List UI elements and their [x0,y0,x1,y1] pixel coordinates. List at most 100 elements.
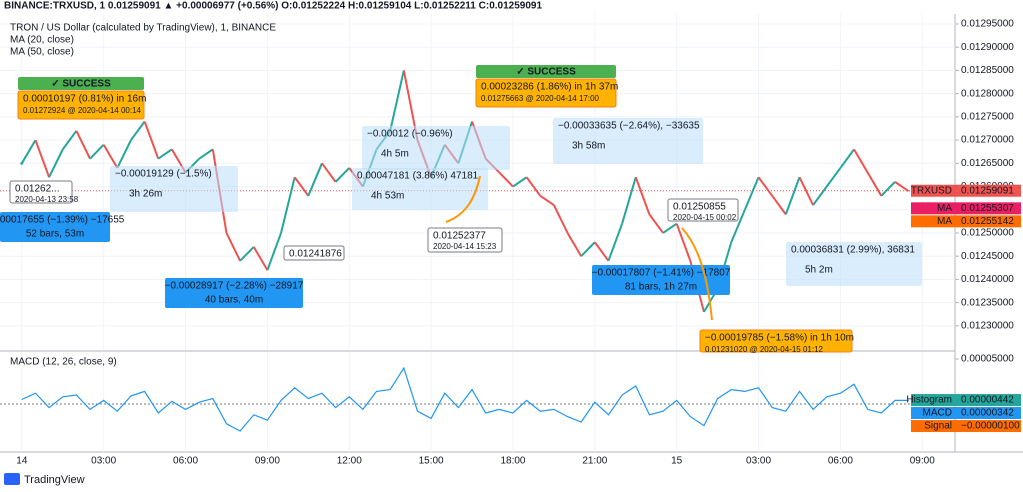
price-segment [34,139,51,178]
measure-light-text: 4h 53m [371,191,404,202]
measure-light-text: −0.00033635 (−2.64%), −33635 [558,121,700,132]
arrow-path [681,227,713,321]
measure-light-box [352,168,488,210]
price-segment [252,246,269,271]
logo-icon [4,473,20,485]
measure-blue-text: 52 bars, 53m [26,229,84,240]
price-segment [675,223,692,262]
x-tick-label: 06:00 [828,456,853,467]
tag-name-box [911,407,955,420]
tag-value: 0.00000442 [961,395,1014,406]
x-tick-label: 18:00 [500,456,525,467]
point-label-box [9,180,73,204]
price-segment [143,121,160,160]
tag-value-box [955,420,1021,433]
tag-name-box [911,202,955,215]
tag-value: 0.01255307 [961,203,1014,214]
tag-value-box [955,407,1021,420]
target-label-text: 0.01275663 @ 2020-04-14 17:00 [481,94,600,103]
tag-value: −0.00000100 [961,421,1020,432]
tag-name-box [911,184,955,197]
price-segment [853,148,869,174]
tag-name: MA [937,216,952,227]
success-text: ✓ SUCCESS [516,67,576,78]
measure-blue-box [0,212,110,242]
y-tick-label: 0.01290000 [961,42,1014,53]
point-label-box [427,227,503,253]
price-segment [61,130,78,150]
success-badge [476,65,616,78]
target-label-box [699,329,853,353]
measure-light-text: 5h 2m [805,265,833,276]
target-label-text: −0.00019785 (−1.58%) in 1h 10m [705,333,854,344]
price-segment [498,171,514,188]
measure-light-text: 3h 26m [129,189,162,200]
price-segment [280,177,296,234]
price-segment [553,204,569,234]
chart-title: TRON / US Dollar (calculated by TradingV… [10,23,276,34]
price-segment [566,232,583,257]
tag-name-box [911,420,955,433]
x-tick-label: 21:00 [582,456,607,467]
price-segment [266,232,282,271]
price-segment [89,144,105,160]
indicator-label: MA (50, close) [10,47,74,58]
price-segment [389,70,405,132]
point-label-text: 2020-04-14 15:23 [433,242,497,251]
price-segment [594,241,610,262]
x-tick-label: 09:00 [255,456,280,467]
point-label-text: 0.01252377 [433,231,486,242]
tag-value-box [955,184,1021,197]
price-segment [880,181,896,197]
point-label-text: 0.01262... [15,184,59,195]
measure-blue-text: 81 bars, 1h 27m [625,282,697,293]
y-tick-label: 0.01250000 [961,228,1014,239]
tag-name: Signal [924,421,952,432]
measure-light-text: −0.00012 (−0.96%) [367,129,453,140]
x-tick-label: 09:00 [910,456,935,467]
point-label-text: 0.01241876 [289,249,342,260]
measure-blue-text: 40 bars, 40m [205,295,263,306]
price-segment [866,172,883,197]
point-label-text: 2020-04-15 00:02 [673,213,737,222]
x-tick-label: 15:00 [419,456,444,467]
price-segment [321,162,337,183]
measure-light-box [553,118,703,164]
tag-name: Histogram [906,395,952,406]
arrow-path [445,175,481,223]
measure-light-text: 4h 5m [381,149,409,160]
price-segment [20,139,37,164]
price-segment [743,176,760,211]
price-segment [75,130,91,160]
price-segment [293,176,310,197]
target-label-text: 0.00023286 (1.86%) in 1h 37m [481,82,618,93]
x-tick-label: 06:00 [173,456,198,467]
price-segment [894,181,910,192]
x-tick-label: 12:00 [337,456,362,467]
x-tick-label: 03:00 [746,456,771,467]
success-badge [18,77,144,90]
price-segment [539,194,555,206]
price-segment [662,222,678,234]
success-text: ✓ SUCCESS [51,79,111,90]
tag-name-box [911,394,955,407]
y-tick-label: 0.01240000 [961,274,1014,285]
price-segment [798,176,815,206]
price-segment [730,209,746,243]
footer-logo: TradingView [24,474,85,486]
price-segment [157,148,173,160]
x-tick-label: 03:00 [91,456,116,467]
target-label-text: 0.01272924 @ 2020-04-14 00:14 [23,106,142,115]
price-segment [130,120,146,141]
price-segment [839,148,855,169]
price-segment [307,162,323,197]
price-segment [784,176,801,215]
price-segment [512,176,528,188]
measure-blue-text: −0.00028917 (−2.28%) −28917 [165,281,304,292]
price-segment [334,167,350,183]
price-segment [825,167,842,188]
price-segment [239,246,255,262]
y-tick-label: 0.01285000 [961,65,1014,76]
y-tick-label: 0.00005000 [961,354,1014,365]
